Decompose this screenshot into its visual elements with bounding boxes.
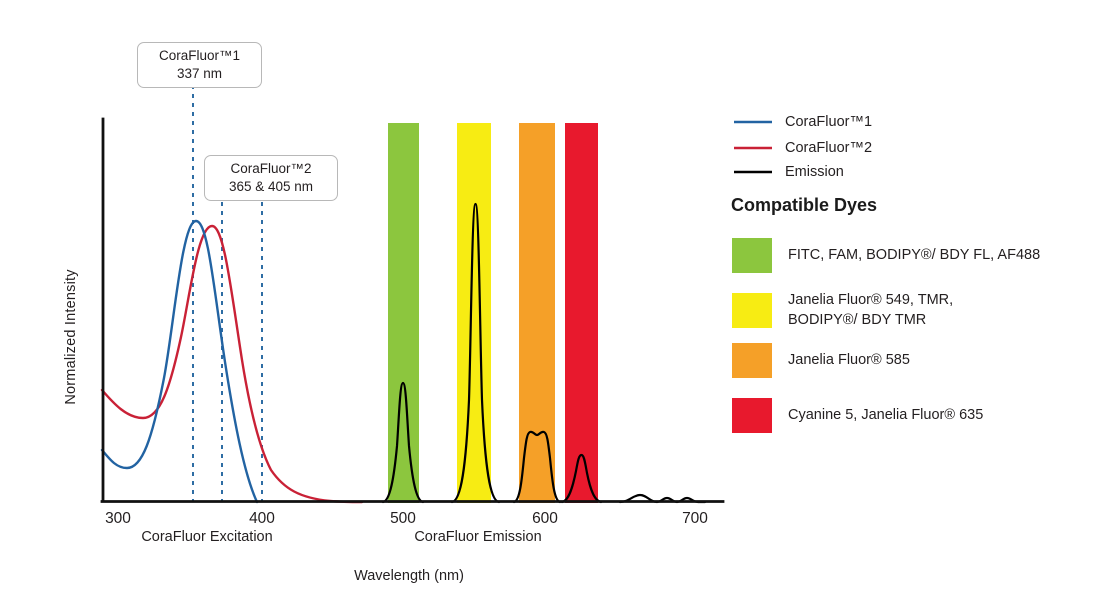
x-tick-500: 500 <box>390 510 416 527</box>
legend-item-corafluor2: CoraFluor™2 <box>734 138 872 158</box>
band-red <box>565 123 598 503</box>
annotation-corafluor2-title: CoraFluor™2 <box>230 161 312 176</box>
y-axis-label: Normalized Intensity <box>63 269 79 405</box>
x-tick-600: 600 <box>532 510 558 527</box>
dye-label-red: Cyanine 5, Janelia Fluor® 635 <box>788 406 984 423</box>
orange-swatch <box>732 343 772 378</box>
emission-caption: CoraFluor Emission <box>414 529 542 545</box>
dye-label-green: FITC, FAM, BODIPY®/ BDY FL, AF488 <box>788 246 1041 263</box>
corafluor1-line-swatch <box>734 120 772 124</box>
emission-curves <box>381 202 707 504</box>
dye-item-yellow: Janelia Fluor® 549, TMR, BODIPY®/ BDY TM… <box>732 291 953 330</box>
emission-line-swatch <box>734 170 772 174</box>
annotation-corafluor2-value: 365 & 405 nm <box>228 179 314 195</box>
corafluor2-excitation-curve <box>100 224 364 504</box>
annotation-corafluor2: CoraFluor™2 365 & 405 nm <box>204 155 338 202</box>
legend-item-corafluor1: CoraFluor™1 <box>734 112 872 132</box>
legend-label-emission: Emission <box>785 164 844 180</box>
band-green <box>388 123 419 503</box>
dye-label-orange: Janelia Fluor® 585 <box>788 351 910 368</box>
x-tick-400: 400 <box>249 510 275 527</box>
corafluor1-excitation-curve <box>100 219 259 504</box>
annotation-corafluor1-value: 337 nm <box>176 66 223 82</box>
annotation-corafluor1: CoraFluor™1 337 nm <box>137 42 262 89</box>
x-axis-label: Wavelength (nm) <box>354 568 464 584</box>
x-tick-700: 700 <box>682 510 708 527</box>
legend-label-corafluor2: CoraFluor™2 <box>785 140 873 156</box>
axes <box>100 117 725 503</box>
dye-label-yellow: Janelia Fluor® 549, TMR, BODIPY®/ BDY TM… <box>788 292 954 328</box>
annotation-corafluor1-title: CoraFluor™1 <box>158 48 241 63</box>
corafluor2-line-swatch <box>734 146 772 150</box>
dye-item-orange: Janelia Fluor® 585 <box>732 343 910 378</box>
green-swatch <box>732 238 772 273</box>
legend-item-emission: Emission <box>734 162 844 182</box>
compatible-dyes-heading: Compatible Dyes <box>731 195 878 215</box>
dye-item-green: FITC, FAM, BODIPY®/ BDY FL, AF488 <box>732 238 1040 273</box>
red-swatch <box>732 398 772 433</box>
yellow-swatch <box>732 293 772 329</box>
dye-item-red: Cyanine 5, Janelia Fluor® 635 <box>732 398 983 433</box>
legend-label-corafluor1: CoraFluor™1 <box>785 114 873 130</box>
excitation-caption: CoraFluor Excitation <box>141 529 273 545</box>
band-orange <box>519 123 555 503</box>
x-tick-300: 300 <box>105 510 131 527</box>
